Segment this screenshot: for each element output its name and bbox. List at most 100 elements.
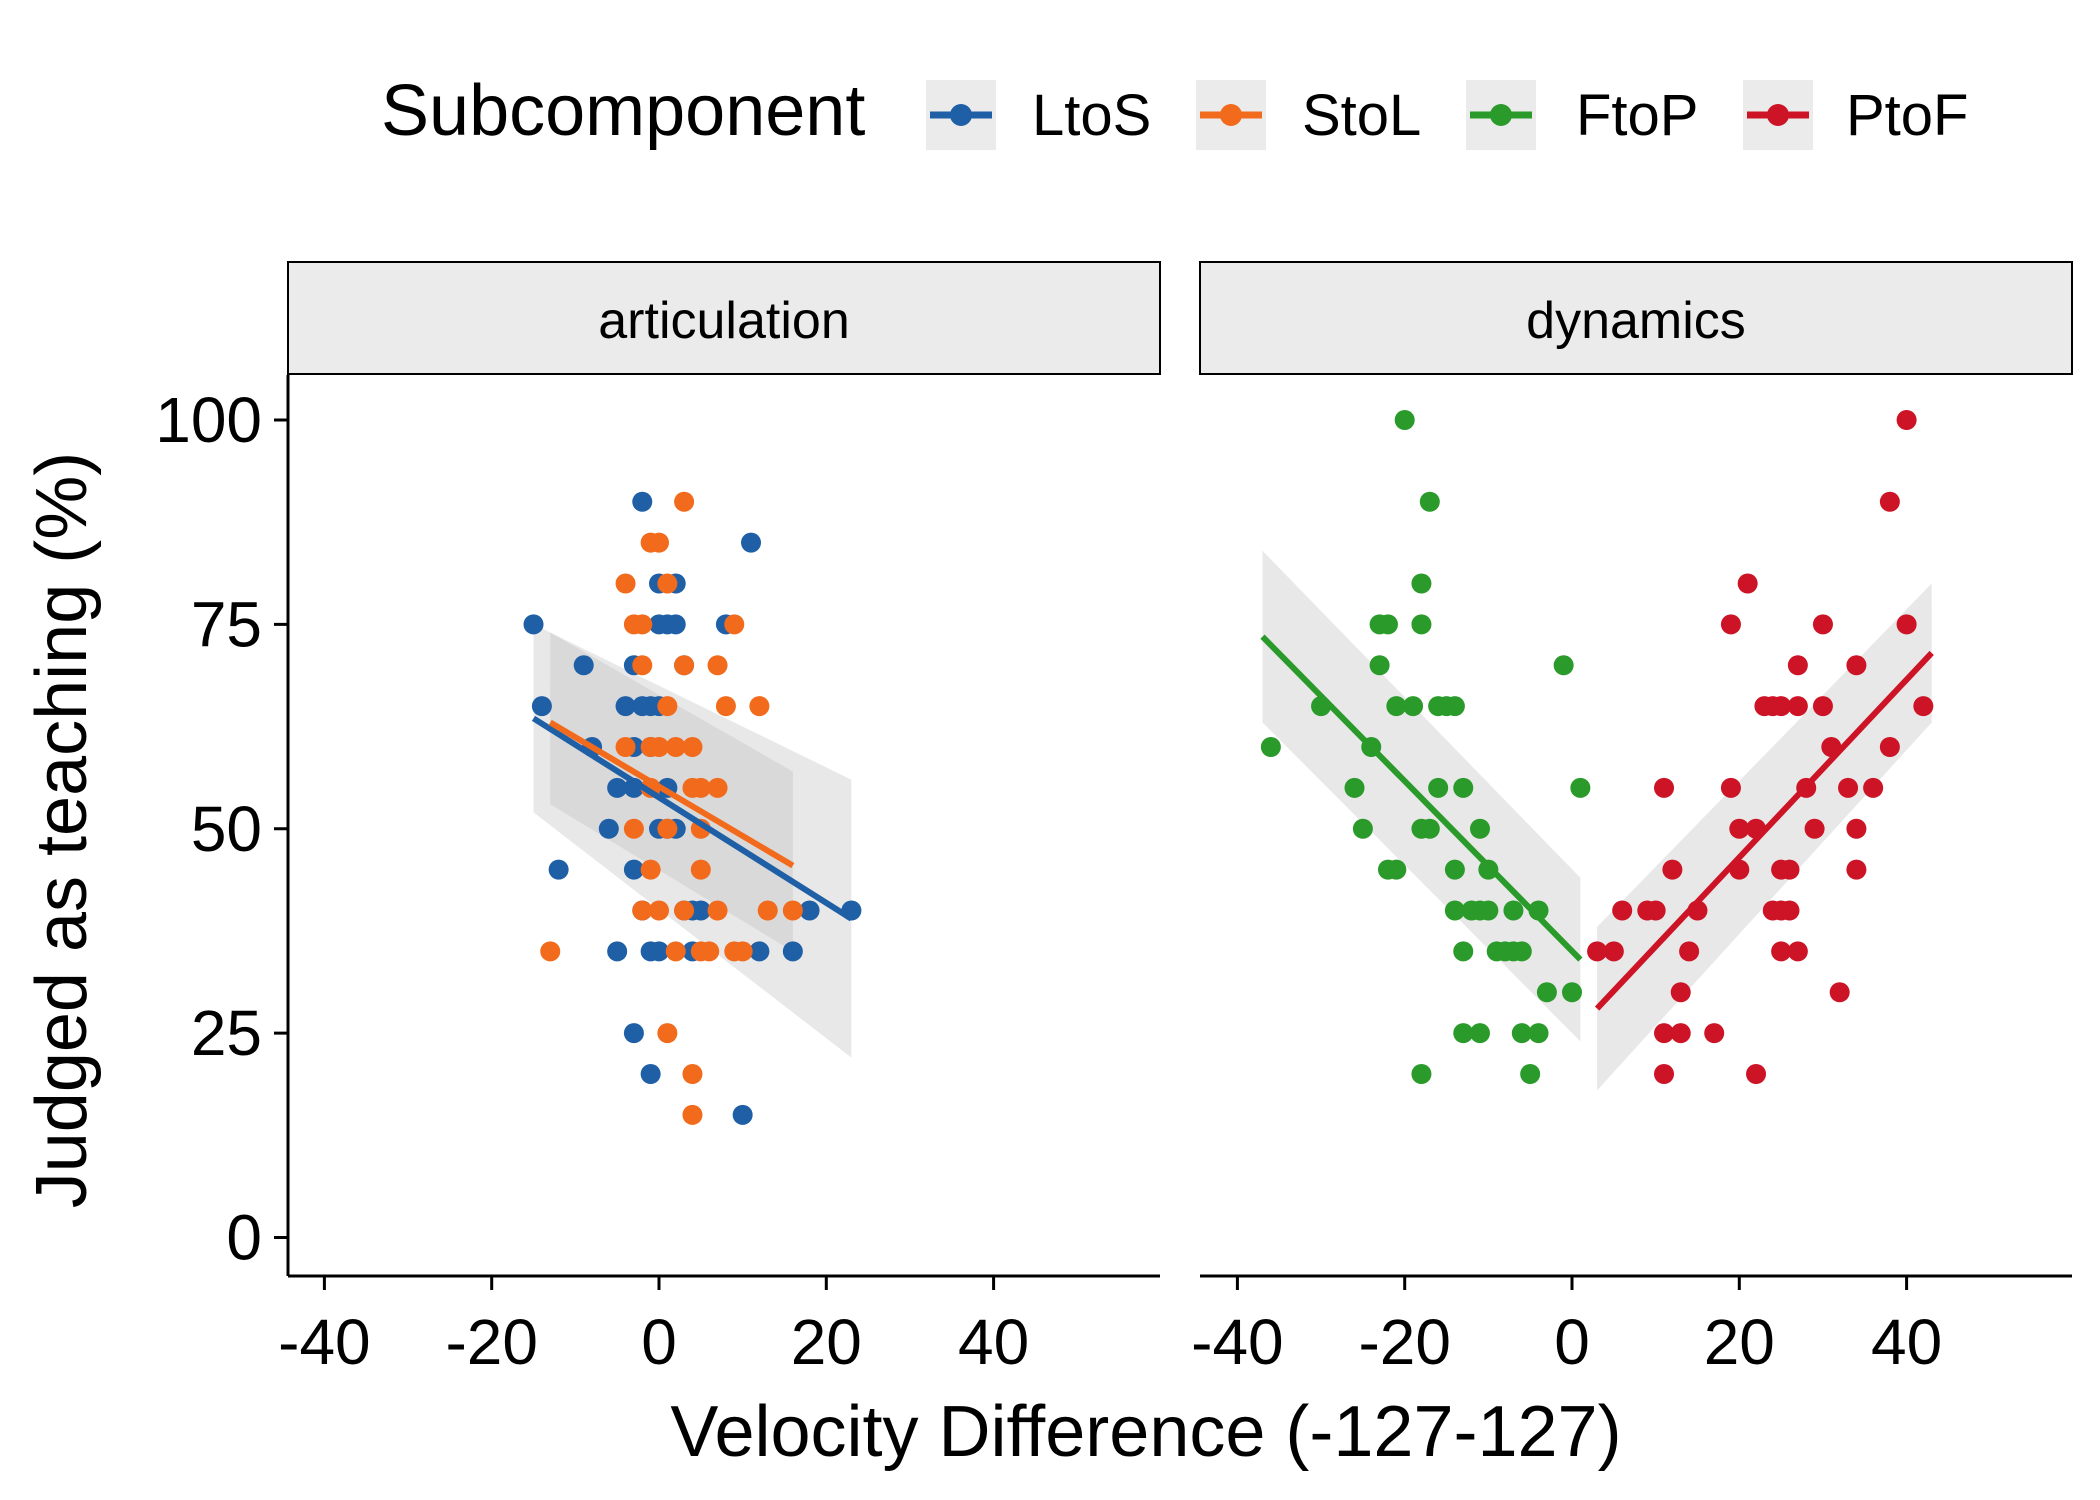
x-tick-label: -20 — [445, 1306, 538, 1378]
data-point — [649, 532, 669, 553]
data-point — [1779, 859, 1800, 880]
data-point — [757, 900, 778, 921]
data-point — [531, 696, 552, 717]
data-point — [1386, 859, 1407, 880]
confidence-band-ptof — [1597, 583, 1932, 1091]
data-point — [1352, 818, 1373, 839]
legend-key-point — [1220, 104, 1242, 126]
data-point — [782, 900, 803, 921]
data-point — [690, 900, 711, 921]
data-point — [1913, 696, 1934, 717]
data-point — [598, 818, 619, 839]
data-point — [1645, 900, 1666, 921]
x-tick-label: -40 — [278, 1306, 371, 1378]
data-point — [657, 696, 678, 717]
data-point — [632, 614, 653, 635]
data-point — [1787, 696, 1808, 717]
data-point — [707, 900, 728, 921]
data-point — [1444, 696, 1465, 717]
data-point — [1879, 491, 1900, 512]
data-point — [632, 491, 653, 512]
x-tick-label: 0 — [1554, 1306, 1590, 1378]
data-point — [649, 941, 669, 962]
y-tick-label: 75 — [191, 588, 262, 660]
data-point — [623, 1023, 644, 1044]
panel-articulation: articulation -40 -20 0 20 40 0 25 50 75 100 — [155, 261, 1161, 1378]
data-point — [632, 655, 653, 676]
data-point — [674, 655, 695, 676]
data-point — [724, 614, 745, 635]
data-point — [715, 696, 736, 717]
data-point — [1603, 941, 1624, 962]
data-point — [732, 941, 753, 962]
y-tick-label: 0 — [226, 1202, 262, 1274]
data-point — [1369, 655, 1390, 676]
data-point — [1520, 1064, 1541, 1084]
data-point — [1444, 859, 1465, 880]
regression-line-stol — [548, 719, 795, 869]
y-tick-label: 25 — [191, 997, 262, 1069]
data-point — [1511, 1023, 1532, 1044]
regression-line-ftop — [1260, 634, 1583, 962]
data-point — [799, 900, 820, 921]
data-point — [1654, 777, 1675, 798]
legend-label: LtoS — [1032, 83, 1151, 148]
data-point — [674, 900, 695, 921]
data-point — [573, 655, 594, 676]
data-point — [682, 1064, 703, 1084]
data-point — [1428, 777, 1449, 798]
data-point — [548, 859, 569, 880]
legend: Subcomponent LtoS StoL FtoP PtoF — [381, 71, 1969, 151]
legend-key-point — [950, 104, 972, 126]
data-point — [1419, 818, 1440, 839]
data-point — [1704, 1023, 1725, 1044]
data-point — [749, 696, 770, 717]
data-point — [615, 573, 636, 594]
data-point — [741, 532, 762, 553]
y-axis-title: Judged as teaching (%) — [22, 452, 102, 1208]
data-point — [1260, 737, 1281, 757]
data-point — [1570, 777, 1591, 798]
legend-label: StoL — [1302, 83, 1421, 148]
data-point — [1829, 982, 1850, 1003]
data-point — [657, 573, 678, 594]
data-point — [523, 614, 544, 635]
data-point — [1444, 900, 1465, 921]
data-point — [1587, 941, 1608, 962]
data-point — [1394, 410, 1415, 430]
legend-key-point — [1490, 104, 1512, 126]
legend-entry-ptof: PtoF — [1743, 80, 1969, 150]
data-point — [690, 859, 711, 880]
data-point — [782, 941, 803, 962]
data-point — [1469, 1023, 1490, 1044]
data-point — [1662, 859, 1683, 880]
data-point — [1737, 573, 1758, 594]
data-point — [1453, 777, 1474, 798]
data-point — [1536, 982, 1557, 1003]
data-point — [1453, 941, 1474, 962]
data-point — [1729, 818, 1750, 839]
panel-strip-label: dynamics — [1526, 292, 1746, 350]
data-point — [665, 614, 686, 635]
data-point — [682, 1104, 703, 1125]
data-point — [707, 777, 728, 798]
panel-strip-label: articulation — [598, 292, 849, 350]
data-point — [1720, 777, 1741, 798]
data-point — [707, 655, 728, 676]
data-point — [1411, 614, 1432, 635]
x-tick-label: 20 — [1704, 1306, 1775, 1378]
data-point — [1746, 1064, 1767, 1084]
data-point — [1478, 900, 1499, 921]
x-tick-label: 20 — [791, 1306, 862, 1378]
data-point — [607, 777, 628, 798]
data-point — [665, 941, 686, 962]
data-point — [640, 1064, 661, 1084]
data-point — [657, 1023, 678, 1044]
x-tick-label: 40 — [1871, 1306, 1942, 1378]
data-point — [1787, 655, 1808, 676]
data-point — [1553, 655, 1574, 676]
legend-entry-ltos: LtoS — [926, 80, 1151, 150]
series-ftop — [1260, 410, 1591, 1084]
data-point — [1838, 777, 1859, 798]
